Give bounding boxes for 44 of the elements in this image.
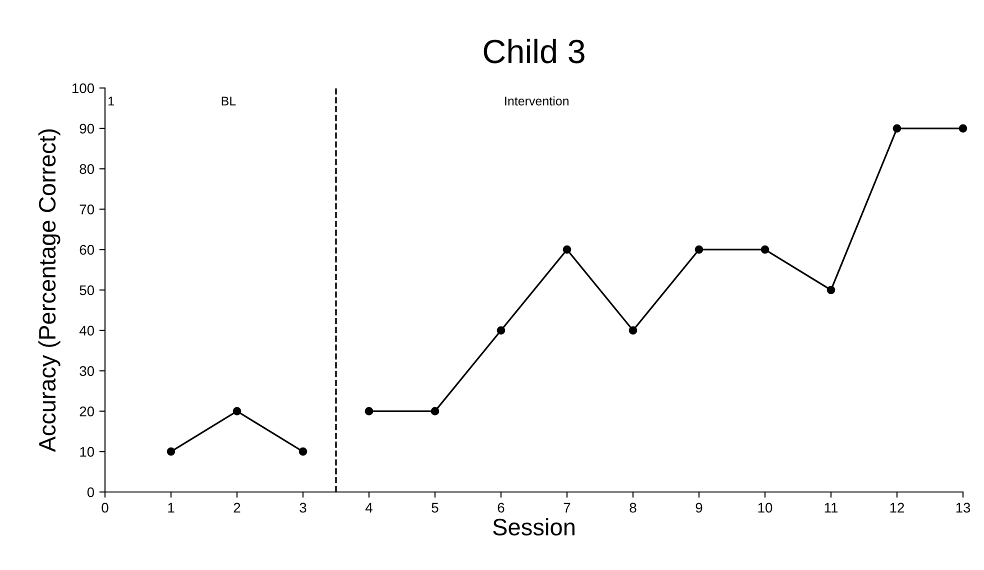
point [562, 245, 572, 254]
x-tick-label: 9 [696, 502, 702, 513]
y-tick-label: 40 [79, 326, 94, 336]
y-tick-label: 90 [80, 124, 94, 134]
x-axis-title: Session [493, 518, 574, 536]
point [694, 245, 704, 254]
annotation: 1 [108, 96, 114, 106]
y-tick-label: 50 [80, 285, 94, 296]
x-tick-label: 13 [956, 502, 970, 513]
y-tick-label: 70 [80, 204, 94, 214]
x-tick-label: 11 [824, 502, 838, 512]
y-tick-label: 80 [80, 164, 94, 174]
y-tick-label: 0 [87, 487, 94, 498]
annotation: Intervention [505, 96, 568, 106]
y-tick-label: 10 [80, 446, 94, 457]
chart-title: Child 3 [484, 38, 584, 64]
annotation: BL [222, 96, 236, 106]
x-tick-label: 5 [432, 502, 438, 513]
y-axis-title: Accuracy (Percentage Correct) [38, 129, 60, 452]
x-tick-label: 10 [758, 502, 772, 513]
x-tick-label: 1 [168, 502, 174, 512]
point [166, 447, 176, 456]
point [826, 286, 836, 294]
point [760, 245, 770, 254]
point [232, 407, 242, 416]
x-tick-label: 7 [564, 502, 570, 512]
point [430, 407, 440, 416]
point [628, 326, 638, 335]
x-tick-label: 2 [234, 502, 240, 512]
point [496, 326, 506, 335]
y-tick-label: 100 [72, 83, 94, 94]
x-tick-label: 6 [498, 502, 504, 513]
point [298, 447, 308, 456]
x-tick-label: 3 [300, 502, 306, 513]
y-tick-label: 30 [80, 366, 94, 376]
x-tick-label: 4 [365, 502, 372, 512]
point [958, 124, 968, 133]
x-tick-label: 8 [630, 502, 636, 513]
y-tick-label: 20 [80, 406, 94, 416]
x-tick-label: 12 [890, 502, 904, 512]
point [892, 124, 902, 133]
y-tick-label: 60 [80, 244, 94, 255]
x-tick-label: 0 [102, 502, 108, 513]
point [364, 407, 374, 416]
